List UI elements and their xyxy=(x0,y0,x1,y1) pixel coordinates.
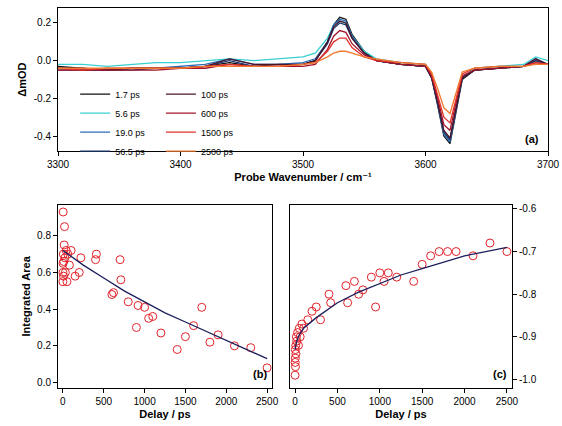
svg-text:(a): (a) xyxy=(525,133,539,145)
svg-text:0.2: 0.2 xyxy=(37,340,51,351)
svg-text:100 ps: 100 ps xyxy=(201,90,229,100)
svg-text:1000: 1000 xyxy=(133,396,156,407)
svg-text:2500: 2500 xyxy=(256,396,279,407)
svg-text:2000: 2000 xyxy=(453,396,476,407)
svg-text:1000: 1000 xyxy=(369,396,392,407)
svg-text:3400: 3400 xyxy=(169,159,192,170)
svg-text:2000: 2000 xyxy=(215,396,238,407)
svg-text:0.6: 0.6 xyxy=(37,267,51,278)
svg-text:1500 ps: 1500 ps xyxy=(201,128,234,138)
svg-text:56.5 ps: 56.5 ps xyxy=(115,147,145,157)
svg-text:600 ps: 600 ps xyxy=(201,109,229,119)
svg-text:1500: 1500 xyxy=(174,396,197,407)
svg-text:2500 ps: 2500 ps xyxy=(201,147,234,157)
svg-text:-0.4: -0.4 xyxy=(34,131,52,142)
svg-text:-0.8: -0.8 xyxy=(519,289,537,300)
svg-text:2500: 2500 xyxy=(496,396,519,407)
svg-text:0: 0 xyxy=(60,396,66,407)
svg-text:-0.7: -0.7 xyxy=(519,246,537,257)
svg-text:Probe Wavenumber / cm⁻¹: Probe Wavenumber / cm⁻¹ xyxy=(234,171,372,183)
svg-text:19.0 ps: 19.0 ps xyxy=(115,128,145,138)
svg-text:-0.2: -0.2 xyxy=(34,93,52,104)
svg-text:-1.0: -1.0 xyxy=(519,374,537,385)
svg-text:1.7 ps: 1.7 ps xyxy=(115,90,140,100)
svg-text:Delay / ps: Delay / ps xyxy=(139,408,190,420)
svg-text:(c): (c) xyxy=(493,368,507,380)
svg-text:(b): (b) xyxy=(253,368,267,380)
svg-text:-0.6: -0.6 xyxy=(519,203,537,214)
svg-text:500: 500 xyxy=(95,396,112,407)
svg-text:0.0: 0.0 xyxy=(37,55,51,66)
svg-text:5.6 ps: 5.6 ps xyxy=(115,109,140,119)
svg-text:0.8: 0.8 xyxy=(37,230,51,241)
svg-text:0.0: 0.0 xyxy=(37,377,51,388)
svg-text:0.2: 0.2 xyxy=(37,17,51,28)
svg-text:3500: 3500 xyxy=(292,159,315,170)
svg-text:3300: 3300 xyxy=(47,159,70,170)
svg-text:3600: 3600 xyxy=(414,159,437,170)
svg-text:0: 0 xyxy=(292,396,298,407)
svg-text:500: 500 xyxy=(329,396,346,407)
svg-text:ΔmOD: ΔmOD xyxy=(16,62,28,96)
svg-text:Delay / ps: Delay / ps xyxy=(375,408,426,420)
svg-text:0.4: 0.4 xyxy=(37,304,51,315)
svg-text:3700: 3700 xyxy=(537,159,560,170)
svg-text:1500: 1500 xyxy=(411,396,434,407)
svg-text:Integrated Area: Integrated Area xyxy=(20,255,32,336)
svg-text:-0.9: -0.9 xyxy=(519,331,537,342)
